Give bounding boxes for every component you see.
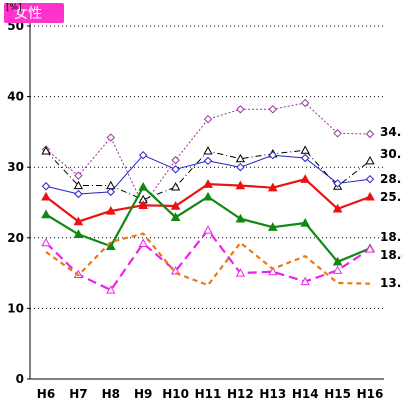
data-point bbox=[300, 174, 311, 183]
data-point bbox=[106, 133, 116, 142]
data-point bbox=[365, 244, 375, 253]
data-point bbox=[41, 191, 51, 201]
data-point bbox=[106, 285, 116, 294]
end-label-6: 13.5 bbox=[380, 276, 402, 290]
data-point bbox=[268, 105, 278, 114]
series-2 bbox=[41, 150, 375, 199]
x-tick-label: H7 bbox=[69, 387, 87, 401]
x-tick-label: H10 bbox=[162, 387, 189, 401]
data-point bbox=[203, 114, 213, 124]
data-point bbox=[74, 171, 83, 180]
unit-label: [%] bbox=[6, 3, 22, 13]
data-point bbox=[171, 155, 180, 165]
data-point bbox=[300, 145, 310, 154]
end-label-2: 28.3 bbox=[380, 172, 402, 186]
data-point bbox=[267, 182, 278, 192]
data-point bbox=[41, 182, 51, 191]
data-point bbox=[106, 187, 116, 197]
data-point bbox=[138, 150, 148, 160]
data-point bbox=[365, 156, 375, 165]
data-point bbox=[73, 216, 84, 226]
data-point bbox=[203, 146, 213, 155]
data-point bbox=[41, 209, 51, 219]
end-label-0: 34.7 bbox=[380, 125, 402, 139]
data-point bbox=[170, 212, 181, 222]
y-tick-label: 20 bbox=[7, 231, 24, 245]
badge-label: 女性 bbox=[14, 5, 42, 22]
end-label-5: 18.4 bbox=[380, 248, 402, 262]
data-point bbox=[74, 189, 83, 199]
data-point bbox=[235, 213, 246, 223]
x-axis-ticks: H6 H7 H8 H9 H10 H11 H12 H13 H14 H15 H16 bbox=[37, 387, 384, 401]
badge-background bbox=[4, 3, 64, 23]
data-point bbox=[41, 237, 51, 247]
data-point bbox=[268, 266, 278, 276]
axes bbox=[29, 22, 384, 380]
data-point bbox=[138, 200, 149, 210]
data-point bbox=[235, 268, 246, 277]
data-point bbox=[41, 146, 51, 155]
data-point bbox=[106, 180, 116, 190]
x-tick-label: H9 bbox=[134, 387, 152, 401]
data-point bbox=[236, 105, 245, 114]
data-point bbox=[300, 153, 310, 163]
y-tick-label: 10 bbox=[7, 301, 24, 315]
x-tick-label: H14 bbox=[292, 387, 319, 401]
data-point bbox=[235, 153, 246, 163]
data-point bbox=[300, 217, 311, 227]
series-3 bbox=[41, 174, 375, 226]
data-point bbox=[138, 181, 149, 191]
data-point bbox=[333, 129, 342, 138]
y-tick-label: 0 bbox=[16, 372, 24, 386]
series-line bbox=[45, 228, 371, 292]
data-point bbox=[332, 265, 343, 274]
data-point bbox=[203, 156, 213, 166]
data-point bbox=[170, 201, 181, 210]
x-tick-label: H11 bbox=[195, 387, 222, 401]
x-tick-label: H8 bbox=[102, 387, 120, 401]
data-point bbox=[300, 276, 310, 286]
data-point bbox=[333, 179, 342, 188]
data-point bbox=[267, 222, 278, 231]
data-point bbox=[235, 180, 246, 190]
end-label-4: 18.5 bbox=[380, 230, 402, 244]
end-label-3: 25.8 bbox=[380, 190, 402, 204]
series-5 bbox=[41, 225, 375, 294]
x-tick-label: H16 bbox=[357, 387, 384, 401]
data-point bbox=[73, 229, 84, 238]
data-point bbox=[332, 203, 343, 213]
end-label-1: 30.9 bbox=[380, 147, 402, 161]
data-point bbox=[105, 205, 116, 215]
data-point bbox=[171, 165, 180, 174]
data-point bbox=[268, 150, 278, 160]
end-labels: 34.7 30.9 28.3 25.8 18.5 18.4 13.5 bbox=[380, 125, 402, 290]
data-point bbox=[203, 179, 213, 188]
x-tick-label: H15 bbox=[324, 387, 351, 401]
data-point bbox=[203, 225, 213, 234]
y-tick-label: 40 bbox=[7, 90, 24, 104]
data-point bbox=[138, 238, 148, 247]
series-line bbox=[45, 102, 371, 206]
series-group bbox=[41, 98, 375, 294]
x-tick-label: H13 bbox=[259, 387, 286, 401]
data-point bbox=[332, 256, 343, 266]
data-point bbox=[170, 182, 181, 191]
data-point bbox=[236, 162, 245, 172]
grid-lines bbox=[30, 25, 384, 309]
data-point bbox=[365, 174, 375, 184]
x-tick-label: H6 bbox=[37, 387, 55, 401]
data-point bbox=[365, 191, 375, 201]
data-point bbox=[300, 98, 310, 108]
data-point bbox=[203, 191, 213, 201]
data-point bbox=[73, 180, 84, 190]
y-tick-label: 30 bbox=[7, 160, 24, 174]
data-point bbox=[365, 129, 375, 139]
x-tick-label: H12 bbox=[227, 387, 254, 401]
data-point bbox=[105, 241, 116, 250]
